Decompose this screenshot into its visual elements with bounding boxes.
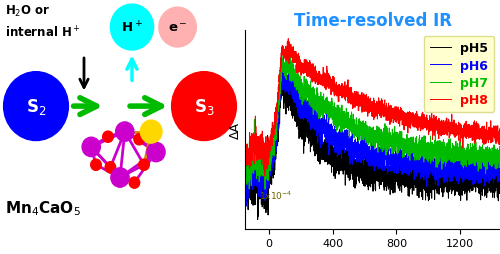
pH7 (458, 163, 464, 166)
pH5 (404, 176, 410, 179)
Text: S$_2$: S$_2$ (26, 97, 46, 117)
Line: pH8: pH8 (245, 39, 500, 176)
pH6 (494, 168, 500, 171)
Text: S$_3$: S$_3$ (194, 97, 214, 117)
pH6 (278, 55, 284, 58)
pH6 (458, 167, 464, 170)
pH5 (443, 160, 449, 163)
pH6 (242, 157, 248, 160)
pH5 (294, 107, 300, 110)
Circle shape (159, 8, 196, 48)
pH6 (294, 95, 300, 98)
pH7 (494, 155, 500, 158)
pH6 (497, 168, 500, 171)
Y-axis label: ΔA: ΔA (229, 121, 242, 138)
Circle shape (116, 122, 134, 142)
Circle shape (147, 143, 165, 162)
pH8 (497, 134, 500, 137)
Circle shape (102, 132, 114, 143)
pH5 (497, 182, 500, 185)
Text: H$_2$O or: H$_2$O or (5, 4, 50, 19)
Circle shape (134, 134, 144, 145)
pH7 (426, 149, 432, 152)
pH5 (426, 195, 432, 198)
pH8 (404, 121, 410, 124)
pH6 (244, 205, 250, 208)
Text: 1x10$^{-4}$: 1x10$^{-4}$ (258, 189, 292, 202)
pH5 (280, 69, 285, 72)
pH7 (262, 188, 268, 191)
Circle shape (105, 162, 116, 173)
Line: pH5: pH5 (245, 70, 500, 220)
Title: Time-resolved IR: Time-resolved IR (294, 12, 452, 30)
pH6 (443, 166, 449, 169)
pH6 (426, 164, 432, 167)
pH7 (286, 53, 292, 56)
Text: H$^+$: H$^+$ (121, 20, 143, 36)
Text: e$^-$: e$^-$ (168, 22, 188, 34)
pH5 (494, 196, 500, 199)
Text: internal H$^+$: internal H$^+$ (5, 25, 80, 41)
pH5 (458, 176, 464, 179)
Circle shape (111, 168, 129, 187)
pH8 (426, 129, 432, 132)
pH7 (242, 173, 248, 176)
pH8 (458, 135, 464, 138)
pH8 (262, 175, 268, 178)
pH7 (404, 149, 410, 152)
pH5 (242, 158, 248, 161)
Legend: pH5, pH6, pH7, pH8: pH5, pH6, pH7, pH8 (424, 36, 494, 112)
pH8 (242, 152, 248, 155)
pH7 (497, 155, 500, 158)
Circle shape (172, 72, 236, 141)
Text: Mn$_4$CaO$_5$: Mn$_4$CaO$_5$ (5, 198, 80, 217)
Line: pH6: pH6 (245, 57, 500, 206)
Circle shape (129, 177, 140, 188)
Line: pH7: pH7 (245, 55, 500, 189)
Circle shape (138, 160, 149, 171)
pH7 (294, 80, 300, 83)
pH5 (254, 218, 260, 221)
Circle shape (4, 72, 68, 141)
Circle shape (90, 160, 102, 171)
pH8 (286, 38, 292, 41)
pH8 (443, 125, 449, 129)
pH7 (443, 161, 449, 164)
pH6 (404, 161, 410, 164)
pH8 (294, 66, 300, 69)
Circle shape (110, 5, 154, 51)
Circle shape (82, 138, 100, 157)
Circle shape (140, 121, 162, 144)
pH8 (494, 127, 500, 130)
